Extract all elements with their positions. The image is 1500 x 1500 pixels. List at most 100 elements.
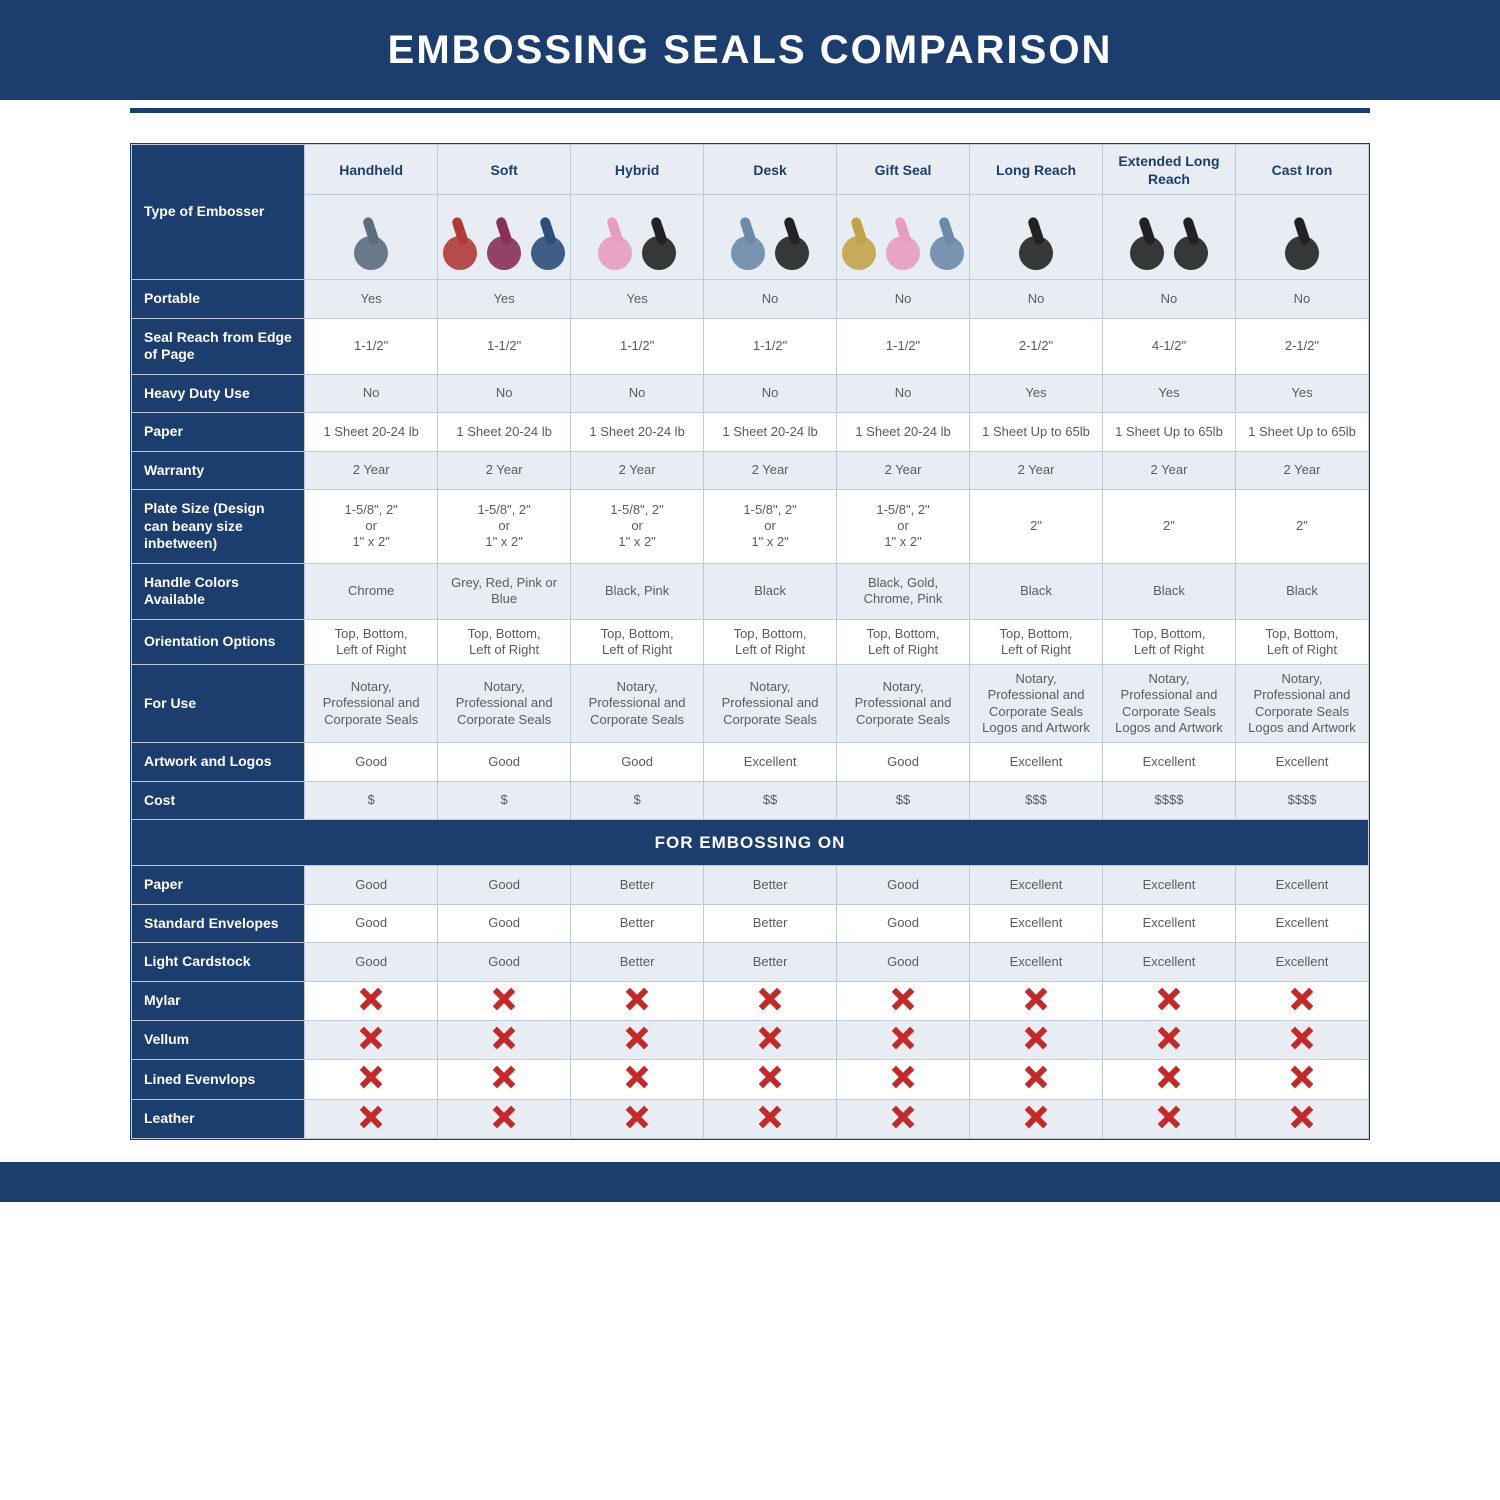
table-cell xyxy=(704,1060,837,1099)
title-bar: EMBOSSING SEALS COMPARISON xyxy=(0,0,1500,100)
x-mark-icon xyxy=(360,1106,382,1128)
table-cell xyxy=(438,981,571,1020)
table-cell: Notary, Professional and Corporate Seals… xyxy=(970,665,1103,743)
embosser-icon xyxy=(1282,215,1322,270)
section-divider: FOR EMBOSSING ON xyxy=(132,820,1369,866)
table-cell: 2 Year xyxy=(970,451,1103,490)
x-mark-icon xyxy=(892,1027,914,1049)
table-cell: Excellent xyxy=(1102,904,1235,943)
table-cell: Better xyxy=(704,943,837,982)
table-cell: Black xyxy=(970,563,1103,619)
x-mark-icon xyxy=(1025,1106,1047,1128)
embosser-icon xyxy=(728,215,768,270)
column-header: Extended Long Reach xyxy=(1102,145,1235,195)
table-cell: No xyxy=(704,280,837,319)
table-cell: Excellent xyxy=(1102,943,1235,982)
embosser-icon xyxy=(1016,215,1056,270)
table-cell xyxy=(571,981,704,1020)
table-cell: 2 Year xyxy=(571,451,704,490)
table-row: Heavy Duty UseNoNoNoNoNoYesYesYes xyxy=(132,374,1369,413)
table-cell: 1-5/8", 2" or 1" x 2" xyxy=(704,490,837,564)
x-mark-icon xyxy=(626,1066,648,1088)
table-row: Paper1 Sheet 20-24 lb1 Sheet 20-24 lb1 S… xyxy=(132,413,1369,452)
column-thumbnail xyxy=(1235,195,1368,280)
table-cell: No xyxy=(704,374,837,413)
table-cell: 1-1/2" xyxy=(438,318,571,374)
comparison-table-wrapper: Type of EmbosserHandheldSoftHybridDeskGi… xyxy=(130,143,1370,1140)
table-cell xyxy=(305,1021,438,1060)
corner-header: Type of Embosser xyxy=(132,145,305,280)
x-mark-icon xyxy=(1158,1106,1180,1128)
table-cell xyxy=(970,1099,1103,1138)
row-header: Portable xyxy=(132,280,305,319)
table-cell: No xyxy=(438,374,571,413)
row-header: Handle Colors Available xyxy=(132,563,305,619)
table-cell: Chrome xyxy=(305,563,438,619)
table-row: Artwork and LogosGoodGoodGoodExcellentGo… xyxy=(132,743,1369,782)
table-row: Plate Size (Design can beany size inbetw… xyxy=(132,490,1369,564)
table-cell: $$$ xyxy=(970,781,1103,820)
table-cell: 1-1/2" xyxy=(305,318,438,374)
table-cell: 4-1/2" xyxy=(1102,318,1235,374)
row-header: Lined Evenvlops xyxy=(132,1060,305,1099)
table-cell: 1 Sheet 20-24 lb xyxy=(571,413,704,452)
table-cell: 1-1/2" xyxy=(837,318,970,374)
table-cell: $$ xyxy=(704,781,837,820)
table-cell: 2 Year xyxy=(837,451,970,490)
table-row: Standard EnvelopesGoodGoodBetterBetterGo… xyxy=(132,904,1369,943)
embosser-icon xyxy=(883,215,923,270)
table-cell: No xyxy=(1102,280,1235,319)
table-cell: 2 Year xyxy=(1235,451,1368,490)
embosser-icon xyxy=(528,215,568,270)
table-cell: Notary, Professional and Corporate Seals xyxy=(704,665,837,743)
table-row: Orientation OptionsTop, Bottom, Left of … xyxy=(132,619,1369,665)
table-cell: Excellent xyxy=(1235,904,1368,943)
comparison-table: Type of EmbosserHandheldSoftHybridDeskGi… xyxy=(131,144,1369,1139)
table-cell xyxy=(1102,981,1235,1020)
table-cell: Notary, Professional and Corporate Seals… xyxy=(1102,665,1235,743)
table-cell: Top, Bottom, Left of Right xyxy=(571,619,704,665)
table-row: PaperGoodGoodBetterBetterGoodExcellentEx… xyxy=(132,866,1369,905)
table-cell: Black xyxy=(704,563,837,619)
table-cell: Yes xyxy=(305,280,438,319)
table-cell xyxy=(305,1060,438,1099)
table-cell: Yes xyxy=(970,374,1103,413)
embosser-icon xyxy=(351,215,391,270)
table-cell: Good xyxy=(305,743,438,782)
table-cell: Black, Gold, Chrome, Pink xyxy=(837,563,970,619)
x-mark-icon xyxy=(493,988,515,1010)
table-cell: Yes xyxy=(571,280,704,319)
table-cell: 2 Year xyxy=(438,451,571,490)
table-cell: Good xyxy=(305,904,438,943)
x-mark-icon xyxy=(759,1106,781,1128)
table-row: Warranty2 Year2 Year2 Year2 Year2 Year2 … xyxy=(132,451,1369,490)
table-cell: Excellent xyxy=(1102,743,1235,782)
table-cell: Excellent xyxy=(970,943,1103,982)
x-mark-icon xyxy=(1158,1066,1180,1088)
x-mark-icon xyxy=(493,1106,515,1128)
column-thumbnail xyxy=(305,195,438,280)
table-cell xyxy=(571,1021,704,1060)
table-cell xyxy=(704,981,837,1020)
table-cell: 1 Sheet 20-24 lb xyxy=(438,413,571,452)
column-thumbnail xyxy=(837,195,970,280)
table-cell: Top, Bottom, Left of Right xyxy=(305,619,438,665)
row-header: For Use xyxy=(132,665,305,743)
table-cell: Black, Pink xyxy=(571,563,704,619)
table-cell: Excellent xyxy=(970,743,1103,782)
table-cell: Good xyxy=(837,943,970,982)
table-cell: Top, Bottom, Left of Right xyxy=(970,619,1103,665)
table-row: Handle Colors AvailableChromeGrey, Red, … xyxy=(132,563,1369,619)
table-cell xyxy=(438,1021,571,1060)
x-mark-icon xyxy=(360,988,382,1010)
column-header: Soft xyxy=(438,145,571,195)
table-cell xyxy=(837,1060,970,1099)
table-cell: $$$$ xyxy=(1102,781,1235,820)
row-header: Paper xyxy=(132,413,305,452)
table-cell: No xyxy=(1235,280,1368,319)
table-cell: Good xyxy=(305,866,438,905)
x-mark-icon xyxy=(759,988,781,1010)
table-cell: 1-5/8", 2" or 1" x 2" xyxy=(837,490,970,564)
embosser-icon xyxy=(839,215,879,270)
embosser-icon xyxy=(440,215,480,270)
